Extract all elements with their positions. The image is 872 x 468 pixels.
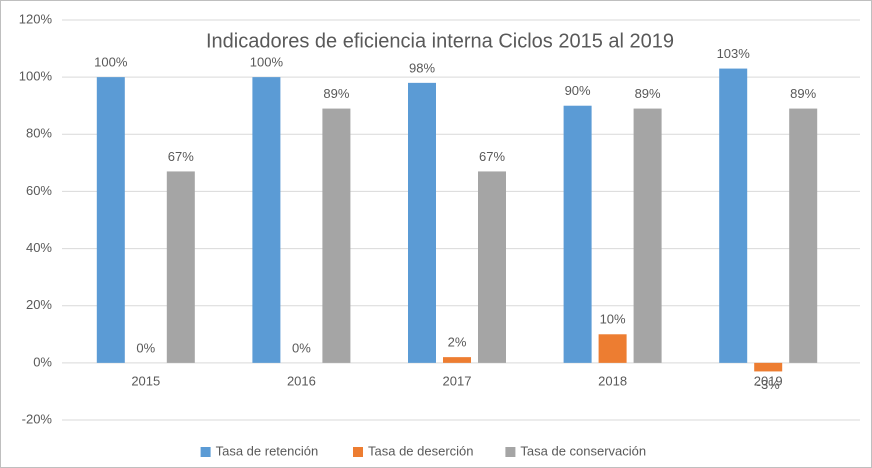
data-label: 89%: [323, 86, 349, 101]
legend-label: Tasa de retención: [216, 443, 319, 458]
bar: [322, 108, 351, 363]
data-label: 98%: [409, 60, 435, 75]
chart-title: Indicadores de eficiencia interna Ciclos…: [206, 30, 674, 52]
bar: [633, 108, 662, 363]
bar: [166, 171, 195, 363]
bar: [563, 105, 592, 363]
bar: [789, 108, 818, 363]
y-tick-label: 120%: [19, 11, 53, 26]
bar: [478, 171, 506, 363]
x-tick-label: 2018: [598, 373, 627, 388]
legend-label: Tasa de deserción: [368, 443, 474, 458]
data-label: -3%: [757, 377, 781, 392]
data-label: 89%: [790, 86, 816, 101]
data-label: 67%: [479, 149, 505, 164]
data-label: 10%: [600, 312, 626, 327]
data-label: 0%: [136, 340, 155, 355]
data-label: 67%: [168, 149, 194, 164]
legend-swatch: [200, 447, 211, 457]
y-tick-label: 100%: [19, 69, 53, 84]
data-label: 100%: [94, 55, 128, 70]
bar: [96, 77, 125, 363]
bar: [408, 82, 436, 363]
legend-label: Tasa de conservación: [520, 443, 646, 458]
y-tick-label: 20%: [26, 297, 52, 312]
data-label: 89%: [635, 86, 661, 101]
x-tick-label: 2019: [754, 373, 783, 388]
x-tick-label: 2016: [287, 373, 316, 388]
bar: [598, 334, 627, 363]
data-label: 2%: [448, 335, 467, 350]
bar: [443, 357, 471, 363]
legend-swatch: [353, 447, 363, 457]
data-label: 0%: [292, 340, 311, 355]
y-tick-label: 40%: [26, 240, 52, 255]
y-tick-label: 60%: [26, 183, 52, 198]
x-tick-label: 2017: [443, 373, 472, 388]
bar: [719, 68, 748, 363]
y-tick-label: -20%: [22, 411, 53, 426]
data-label: 103%: [717, 46, 751, 61]
bar: [252, 77, 281, 363]
data-label: 100%: [250, 55, 284, 70]
data-label: 90%: [565, 83, 591, 98]
bar: [754, 362, 783, 372]
legend-swatch: [505, 447, 516, 457]
y-tick-label: 0%: [33, 354, 52, 369]
x-tick-label: 2015: [131, 373, 160, 388]
y-tick-label: 80%: [26, 126, 52, 141]
